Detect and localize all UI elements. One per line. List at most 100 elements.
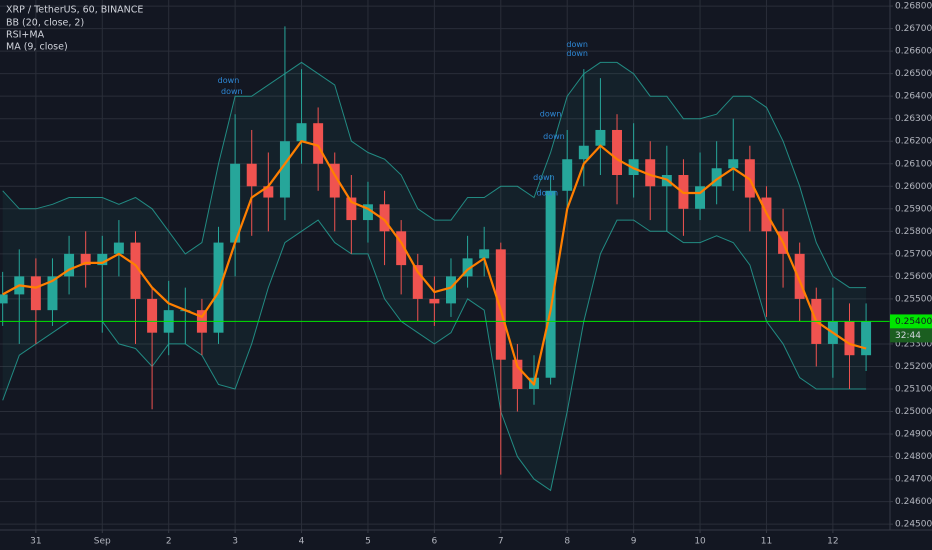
band-upper (2, 61, 867, 289)
annotation: down (221, 87, 243, 96)
y-tick-label: 0.26500 (895, 69, 932, 79)
annotation: down (566, 40, 588, 49)
annotation: down (540, 110, 562, 119)
y-tick-label: 0.24700 (895, 475, 932, 485)
y-tick-label: 0.26300 (895, 114, 932, 124)
y-tick-label: 0.24900 (895, 430, 932, 440)
y-tick-label: 0.25200 (895, 362, 932, 372)
x-tick-label: 7 (498, 537, 504, 547)
x-tick-label: 10 (694, 537, 706, 547)
y-tick-label: 0.26000 (895, 182, 932, 192)
y-tick-label: 0.24500 (895, 520, 932, 530)
countdown-box (890, 328, 932, 343)
candle-body (130, 242, 141, 299)
x-tick-label: 6 (432, 537, 438, 547)
candle-body (695, 186, 706, 209)
y-tick-label: 0.26600 (895, 47, 932, 57)
candle-body (445, 276, 456, 304)
y-tick-label: 0.25000 (895, 407, 932, 417)
annotation: down (566, 49, 588, 58)
candle-body (844, 321, 855, 356)
y-tick-label: 0.25100 (895, 384, 932, 394)
y-tick-label: 0.25900 (895, 204, 932, 214)
y-tick-label: 0.26800 (895, 2, 932, 12)
y-tick-label: 0.24800 (895, 452, 932, 462)
candle-body (362, 204, 373, 221)
y-tick-label: 0.25600 (895, 272, 932, 282)
candle-body (47, 276, 58, 311)
y-tick-label: 0.26200 (895, 137, 932, 147)
candle-body (429, 298, 440, 304)
legend-entry: MA (9, close) (6, 42, 68, 53)
y-tick-label: 0.26700 (895, 24, 932, 34)
x-tick-label: 9 (631, 537, 637, 547)
candle-body (479, 249, 490, 259)
candle-body (562, 159, 573, 191)
x-tick-label: 2 (166, 537, 172, 547)
band-lower (2, 219, 867, 492)
candle-body (645, 159, 656, 187)
candle-body (213, 242, 224, 333)
candle-body (595, 129, 606, 146)
y-tick-label: 0.24600 (895, 497, 932, 507)
candle-body (113, 242, 124, 254)
candle-body (495, 249, 506, 360)
legend-entry: RSI+MA (6, 30, 45, 41)
candle-body (246, 163, 257, 187)
candle-body (728, 159, 739, 169)
candle-body (462, 258, 473, 277)
annotation: down (218, 76, 240, 85)
candle-body (711, 168, 722, 187)
candle-body (263, 186, 274, 198)
candle-body (612, 129, 623, 176)
y-tick-label: 0.25500 (895, 294, 932, 304)
candle-body (30, 276, 41, 311)
countdown-label: 32:44 (895, 331, 921, 341)
chart-title[interactable]: XRP / TetherUS, 60, BINANCE (6, 5, 143, 16)
x-tick-label: Sep (94, 537, 111, 547)
candle-body (346, 197, 357, 221)
annotation: down (533, 173, 555, 182)
candle-body (80, 253, 91, 266)
candle-body (412, 265, 423, 299)
candle-body (794, 253, 805, 299)
x-tick-label: 5 (365, 537, 371, 547)
x-tick-label: 4 (299, 537, 305, 547)
candle-body (147, 298, 158, 333)
x-tick-label: 11 (761, 537, 772, 547)
y-tick-label: 0.25700 (895, 249, 932, 259)
annotation: down (543, 132, 565, 141)
x-tick-label: 8 (564, 537, 570, 547)
y-tick-label: 0.26400 (895, 92, 932, 102)
annotation: down (536, 189, 558, 198)
candle-body (379, 204, 390, 232)
candle-body (230, 163, 241, 243)
candle-body (296, 123, 307, 142)
candle-body (0, 294, 8, 304)
grid (0, 0, 893, 533)
candle-body (64, 253, 75, 277)
y-tick-label: 0.26100 (895, 159, 932, 169)
candle-body (329, 163, 340, 198)
candle-body (313, 123, 324, 164)
candle-body (861, 321, 872, 356)
x-tick-label: 12 (827, 537, 838, 547)
y-tick-label: 0.25800 (895, 227, 932, 237)
candle-body (279, 141, 290, 198)
candle-body (545, 190, 556, 378)
candle-body (396, 231, 407, 266)
last-price-box (890, 314, 932, 329)
ma-line (2, 140, 867, 386)
last-price-label: 0.25400 (895, 317, 932, 327)
candle-body (578, 145, 589, 160)
candle-body (97, 253, 108, 266)
x-tick-label: 31 (30, 537, 41, 547)
y-tick-label: 0.25300 (895, 339, 932, 349)
candle-body (512, 359, 523, 389)
x-tick-label: 3 (232, 537, 238, 547)
legend-entry: BB (20, close, 2) (6, 18, 84, 29)
